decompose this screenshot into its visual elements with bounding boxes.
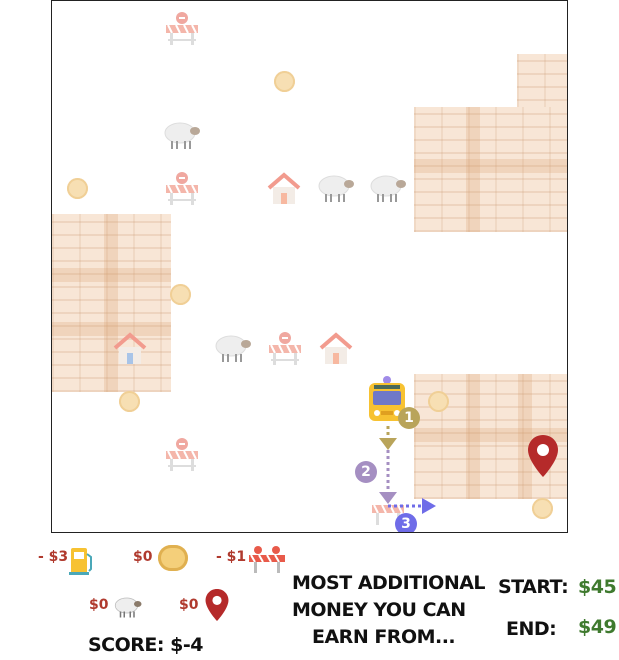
legend-gas-cost: - $3 — [38, 549, 69, 565]
sheep-icon — [164, 122, 200, 149]
question-line-1: MOST ADDITIONAL — [292, 572, 486, 594]
legend-barrier-cost: - $1 — [216, 549, 247, 565]
sheep-icon — [318, 175, 354, 202]
barrier-icon — [269, 332, 301, 365]
legend-coin-value: $0 — [133, 549, 153, 565]
barrier-icon — [166, 172, 198, 205]
brick-wall — [414, 107, 567, 232]
sheep-icon — [215, 335, 251, 362]
legend-sheep-value: $0 — [89, 597, 109, 613]
coin-icon — [119, 391, 140, 412]
start-label: START: — [498, 576, 569, 598]
destination-pin-icon — [205, 588, 229, 622]
house-icon — [113, 332, 147, 364]
step-badge: 3 — [395, 513, 417, 532]
coin-icon — [170, 284, 191, 305]
legend-destination-value: $0 — [179, 597, 199, 613]
end-label: END: — [506, 618, 557, 640]
brick-wall — [52, 214, 171, 392]
step-badge: 1 — [398, 407, 420, 429]
barrier-icon — [166, 438, 198, 471]
bus-icon — [369, 376, 405, 421]
gas-pump-icon — [69, 548, 92, 575]
coin-icon — [532, 498, 553, 519]
question-line-3: EARN FROM... — [312, 626, 456, 648]
coin-icon — [67, 178, 88, 199]
step-badge: 2 — [355, 461, 377, 483]
sheep-icon — [370, 175, 406, 202]
route-path — [379, 426, 436, 514]
sheep-icon — [114, 597, 142, 618]
barrier-icon — [166, 12, 198, 45]
coin-icon — [428, 391, 449, 412]
house-icon — [319, 332, 353, 364]
destination-pin-icon — [528, 435, 558, 477]
game-board: 1 2 3 — [51, 0, 568, 533]
start-value: $45 — [578, 576, 617, 598]
house-icon — [267, 172, 301, 204]
question-text: MOST ADDITIONAL MONEY YOU CAN EARN FROM.… — [292, 570, 486, 651]
end-value: $49 — [578, 616, 617, 638]
question-line-2: MONEY YOU CAN — [292, 599, 466, 621]
score-label: SCORE: $-4 — [88, 634, 203, 656]
coin-icon — [158, 545, 188, 571]
barrier-icon — [249, 546, 285, 573]
coin-icon — [274, 71, 295, 92]
